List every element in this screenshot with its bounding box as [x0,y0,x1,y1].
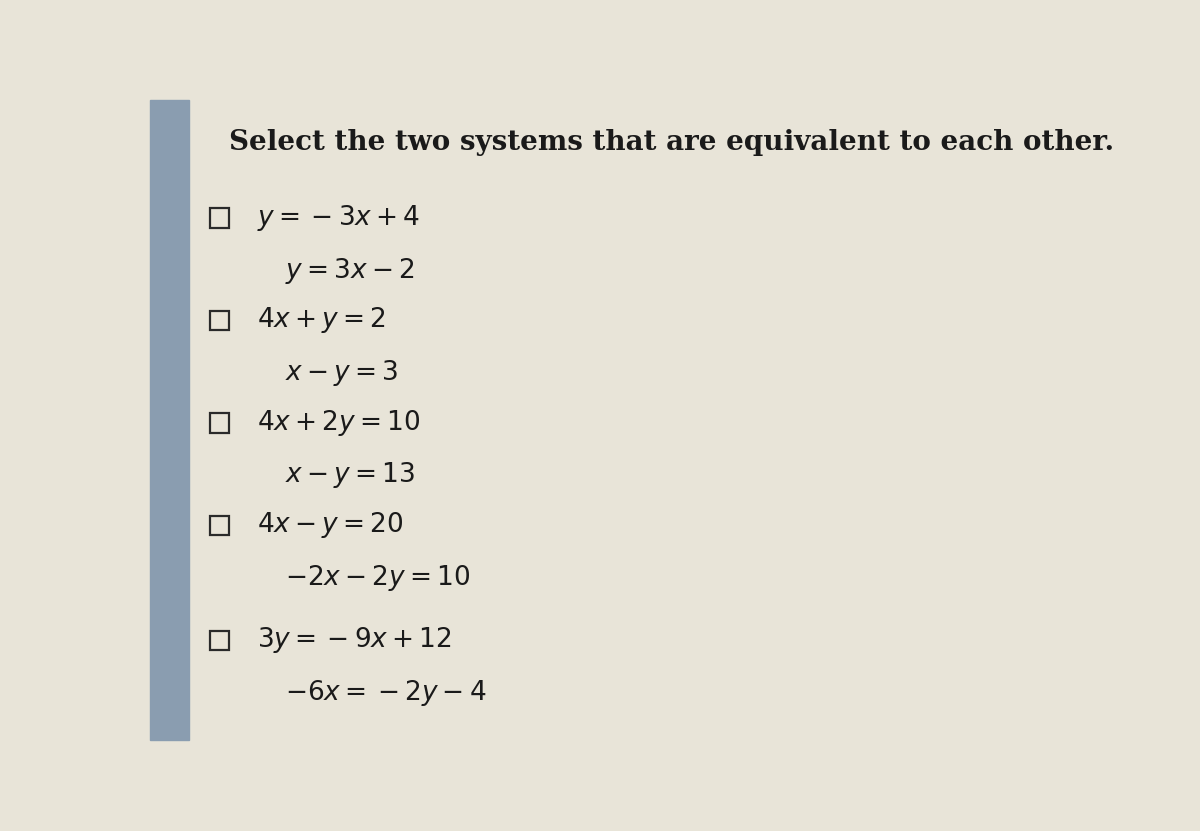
FancyBboxPatch shape [210,631,229,650]
Text: $x - y = 3$: $x - y = 3$ [284,358,398,388]
Text: $x - y = 13$: $x - y = 13$ [284,460,415,490]
FancyBboxPatch shape [210,413,229,433]
Text: $y =  - 3x + 4$: $y = - 3x + 4$ [257,203,420,234]
Text: $- 6x =  - 2y - 4$: $- 6x = - 2y - 4$ [284,678,486,708]
Bar [150,100,190,740]
Text: $4x + 2y = 10$: $4x + 2y = 10$ [257,408,420,438]
Text: $3y =  - 9x + 12$: $3y = - 9x + 12$ [257,626,451,656]
Text: $y = 3x - 2$: $y = 3x - 2$ [284,256,414,286]
Text: $- 2x - 2y = 10$: $- 2x - 2y = 10$ [284,563,470,593]
Text: $4x + y = 2$: $4x + y = 2$ [257,306,386,336]
FancyBboxPatch shape [210,515,229,535]
Text: $4x - y = 20$: $4x - y = 20$ [257,510,403,540]
FancyBboxPatch shape [210,209,229,228]
FancyBboxPatch shape [210,311,229,330]
Text: Select the two systems that are equivalent to each other.: Select the two systems that are equivale… [229,129,1114,155]
